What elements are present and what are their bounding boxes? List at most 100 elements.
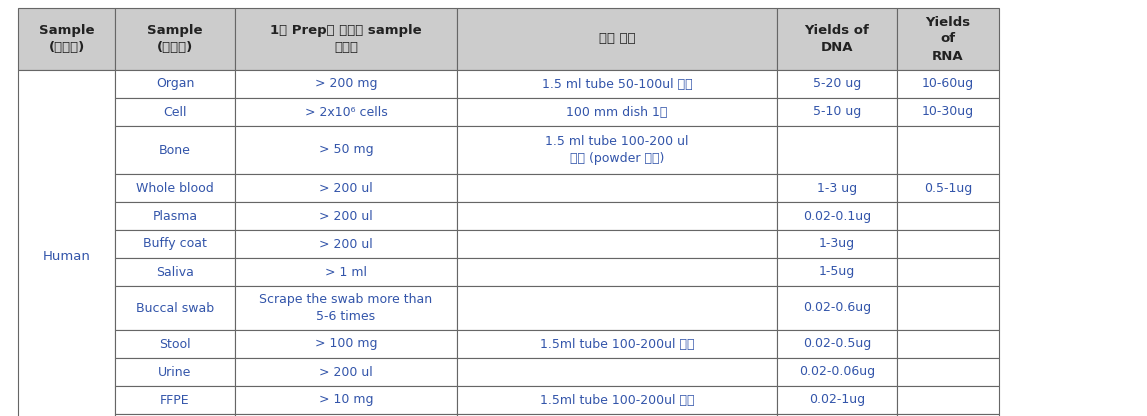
Bar xyxy=(777,286,897,330)
Bar xyxy=(457,8,777,70)
Bar xyxy=(777,70,897,98)
Text: > 100 mg: > 100 mg xyxy=(314,337,377,351)
Text: > 200 mg: > 200 mg xyxy=(314,77,377,91)
Bar xyxy=(777,330,897,358)
Bar xyxy=(897,330,999,358)
Bar xyxy=(457,70,777,98)
Text: 0.02-0.5ug: 0.02-0.5ug xyxy=(803,337,871,351)
Bar xyxy=(897,414,999,416)
Bar xyxy=(115,8,235,70)
Bar xyxy=(115,70,235,98)
Bar xyxy=(457,286,777,330)
Text: 1-5ug: 1-5ug xyxy=(819,265,856,278)
Bar xyxy=(897,174,999,202)
Bar xyxy=(235,330,457,358)
Text: Organ: Organ xyxy=(156,77,194,91)
Text: Urine: Urine xyxy=(158,366,192,379)
Bar xyxy=(235,358,457,386)
Text: 1-3ug: 1-3ug xyxy=(819,238,855,250)
Bar xyxy=(235,174,457,202)
Bar xyxy=(777,230,897,258)
Text: > 1 ml: > 1 ml xyxy=(325,265,367,278)
Text: Yields of
DNA: Yields of DNA xyxy=(804,24,869,54)
Text: 0.02-0.6ug: 0.02-0.6ug xyxy=(803,302,871,314)
Bar xyxy=(897,202,999,230)
Text: 10-60ug: 10-60ug xyxy=(922,77,974,91)
Bar xyxy=(115,330,235,358)
Text: Buccal swab: Buccal swab xyxy=(136,302,214,314)
Bar xyxy=(457,98,777,126)
Text: Saliva: Saliva xyxy=(156,265,194,278)
Bar xyxy=(777,202,897,230)
Bar xyxy=(235,8,457,70)
Bar xyxy=(235,202,457,230)
Bar xyxy=(235,126,457,174)
Bar xyxy=(777,258,897,286)
Text: 0.02-1ug: 0.02-1ug xyxy=(809,394,865,406)
Bar xyxy=(897,286,999,330)
Bar xyxy=(115,174,235,202)
Text: Cell: Cell xyxy=(163,106,187,119)
Text: FFPE: FFPE xyxy=(161,394,189,406)
Bar xyxy=(115,98,235,126)
Bar xyxy=(457,202,777,230)
Text: 10-30ug: 10-30ug xyxy=(922,106,974,119)
Bar xyxy=(457,230,777,258)
Bar xyxy=(897,230,999,258)
Bar xyxy=(115,386,235,414)
Bar xyxy=(777,98,897,126)
Text: > 200 ul: > 200 ul xyxy=(319,366,373,379)
Bar xyxy=(457,358,777,386)
Bar xyxy=(777,126,897,174)
Text: Whole blood: Whole blood xyxy=(136,181,213,195)
Text: 1-3 ug: 1-3 ug xyxy=(817,181,857,195)
Bar xyxy=(457,414,777,416)
Text: 0.02-0.06ug: 0.02-0.06ug xyxy=(799,366,875,379)
Bar xyxy=(115,414,235,416)
Text: Yields
of
RNA: Yields of RNA xyxy=(926,15,970,62)
Text: 1.5ml tube 100-200ul 눈금: 1.5ml tube 100-200ul 눈금 xyxy=(540,394,694,406)
Bar xyxy=(115,258,235,286)
Bar xyxy=(897,98,999,126)
Text: 1.5 ml tube 50-100ul 눈금: 1.5 ml tube 50-100ul 눈금 xyxy=(541,77,693,91)
Bar xyxy=(777,358,897,386)
Bar xyxy=(18,70,115,416)
Bar xyxy=(235,230,457,258)
Bar xyxy=(777,414,897,416)
Bar xyxy=(18,8,115,70)
Bar xyxy=(115,358,235,386)
Bar xyxy=(897,386,999,414)
Text: Plasma: Plasma xyxy=(153,210,197,223)
Text: > 10 mg: > 10 mg xyxy=(319,394,373,406)
Bar xyxy=(897,126,999,174)
Text: 1.5ml tube 100-200ul 눈금: 1.5ml tube 100-200ul 눈금 xyxy=(540,337,694,351)
Bar xyxy=(235,286,457,330)
Bar xyxy=(457,126,777,174)
Text: > 50 mg: > 50 mg xyxy=(319,144,373,156)
Text: Scrape the swab more than
5-6 times: Scrape the swab more than 5-6 times xyxy=(259,293,432,323)
Text: Buffy coat: Buffy coat xyxy=(143,238,206,250)
Bar xyxy=(457,330,777,358)
Text: 참고 기준: 참고 기준 xyxy=(599,32,635,45)
Text: 1회 Prep에 필요한 sample
최소량: 1회 Prep에 필요한 sample 최소량 xyxy=(271,24,422,54)
Text: 100 mm dish 1장: 100 mm dish 1장 xyxy=(567,106,668,119)
Text: 1.5 ml tube 100-200 ul
눈금 (powder 기준): 1.5 ml tube 100-200 ul 눈금 (powder 기준) xyxy=(545,135,688,165)
Bar xyxy=(115,230,235,258)
Bar xyxy=(777,8,897,70)
Text: Sample
(중분류): Sample (중분류) xyxy=(147,24,203,54)
Bar xyxy=(777,174,897,202)
Bar xyxy=(897,258,999,286)
Text: 0.5-1ug: 0.5-1ug xyxy=(923,181,973,195)
Text: > 200 ul: > 200 ul xyxy=(319,181,373,195)
Text: 5-20 ug: 5-20 ug xyxy=(813,77,861,91)
Bar xyxy=(897,70,999,98)
Bar xyxy=(115,126,235,174)
Text: > 2x10⁶ cells: > 2x10⁶ cells xyxy=(305,106,388,119)
Bar xyxy=(235,414,457,416)
Text: > 200 ul: > 200 ul xyxy=(319,210,373,223)
Bar xyxy=(777,386,897,414)
Text: Bone: Bone xyxy=(159,144,190,156)
Bar xyxy=(235,70,457,98)
Bar xyxy=(235,386,457,414)
Bar xyxy=(897,358,999,386)
